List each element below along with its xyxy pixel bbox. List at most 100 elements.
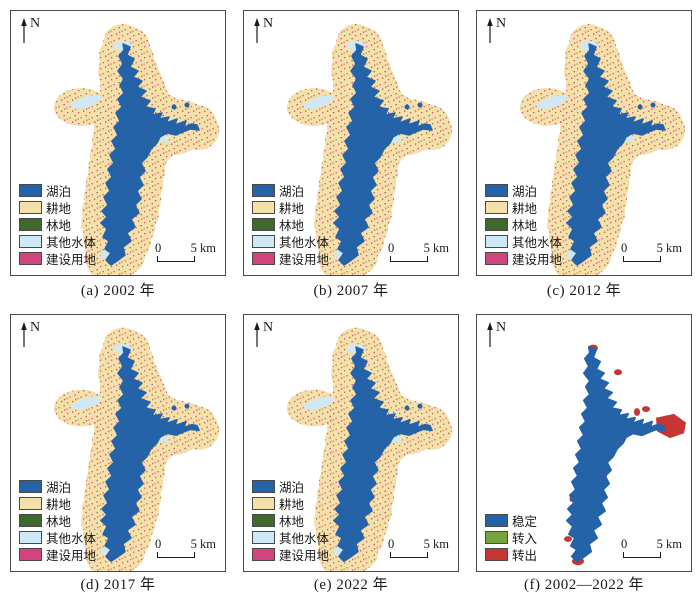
north-arrow: N xyxy=(253,320,274,348)
legend-swatch xyxy=(19,497,42,510)
legend-item: 耕地 xyxy=(19,199,96,216)
map-panel-2017: N 湖泊 耕地 林地 其他水体 建设用地 0 5 km (d) 2017 年 xyxy=(10,314,226,600)
legend-item: 其他水体 xyxy=(19,233,96,250)
legend-item: 建设用地 xyxy=(19,546,96,563)
legend-label: 耕地 xyxy=(279,202,305,216)
legend-2002: 湖泊 耕地 林地 其他水体 建设用地 xyxy=(19,182,96,267)
north-label: N xyxy=(30,320,41,335)
legend-item: 林地 xyxy=(19,512,96,529)
legend-item: 耕地 xyxy=(252,199,329,216)
legend-label: 耕地 xyxy=(46,202,72,216)
legend-item: 林地 xyxy=(19,216,96,233)
legend-item: 建设用地 xyxy=(485,250,562,267)
legend-swatch xyxy=(19,480,42,493)
legend-swatch xyxy=(19,252,42,265)
map-panel-change-2002-2022: N 稳定 转入 转出 0 5 km (f) 2002—2022 年 xyxy=(476,314,692,600)
north-label: N xyxy=(263,320,274,335)
legend-item: 建设用地 xyxy=(252,250,329,267)
legend-swatch xyxy=(252,497,275,510)
legend-label: 建设用地 xyxy=(512,253,563,267)
legend-label: 建设用地 xyxy=(279,253,330,267)
legend-swatch xyxy=(19,218,42,231)
legend-label: 湖泊 xyxy=(279,481,305,495)
scale-start: 0 xyxy=(621,537,628,551)
scale-bar: 0 5 km xyxy=(154,242,216,262)
scale-bar: 0 5 km xyxy=(387,538,449,558)
legend-swatch xyxy=(19,201,42,214)
legend-swatch xyxy=(252,252,275,265)
legend-item: 湖泊 xyxy=(485,182,562,199)
legend-label: 建设用地 xyxy=(46,549,97,563)
legend-swatch xyxy=(252,548,275,561)
north-arrow: N xyxy=(20,320,41,348)
scale-bar-line xyxy=(623,552,661,558)
legend-label: 其他水体 xyxy=(279,532,330,546)
scale-end: 5 km xyxy=(423,537,449,551)
legend-2007: 湖泊 耕地 林地 其他水体 建设用地 xyxy=(252,182,329,267)
legend-label: 建设用地 xyxy=(46,253,97,267)
scale-bar-line xyxy=(390,552,428,558)
map-panel-2007: N 湖泊 耕地 林地 其他水体 建设用地 0 5 km (b) 2007 年 xyxy=(243,10,459,306)
scale-bar-line xyxy=(157,552,195,558)
legend-label: 转出 xyxy=(512,549,538,563)
scale-end: 5 km xyxy=(656,241,682,255)
panel-caption: (b) 2007 年 xyxy=(313,283,389,299)
legend-swatch xyxy=(252,201,275,214)
legend-swatch xyxy=(19,184,42,197)
scale-start: 0 xyxy=(388,537,395,551)
map-frame-2017: N 湖泊 耕地 林地 其他水体 建设用地 0 5 km xyxy=(10,314,226,572)
legend-swatch xyxy=(19,548,42,561)
scale-start: 0 xyxy=(155,241,162,255)
legend-item: 转入 xyxy=(485,529,537,546)
panel-caption: (a) 2002 年 xyxy=(80,283,156,299)
figure-row-bottom: N 湖泊 耕地 林地 其他水体 建设用地 0 5 km (d) 2017 年 xyxy=(10,314,700,600)
legend-label: 其他水体 xyxy=(46,236,97,250)
scale-end: 5 km xyxy=(423,241,449,255)
legend-label: 林地 xyxy=(279,515,305,529)
panel-caption: (e) 2022 年 xyxy=(313,577,389,593)
legend-item: 耕地 xyxy=(19,495,96,512)
figure-sheet: N 湖泊 耕地 林地 其他水体 建设用地 0 5 km (a) 2002 年 xyxy=(10,10,700,600)
north-arrow: N xyxy=(253,17,273,44)
scale-bar-line xyxy=(623,256,661,262)
scale-bar-line xyxy=(390,256,428,262)
north-arrow-icon xyxy=(253,18,261,44)
legend-label: 其他水体 xyxy=(512,236,563,250)
legend-item: 湖泊 xyxy=(252,478,329,495)
scale-start: 0 xyxy=(621,241,628,255)
legend-label: 林地 xyxy=(512,219,538,233)
legend-swatch xyxy=(485,218,508,231)
legend-2022: 湖泊 耕地 林地 其他水体 建设用地 xyxy=(252,478,329,563)
map-frame-change: N 稳定 转入 转出 0 5 km xyxy=(476,314,692,572)
north-arrow-icon xyxy=(486,18,494,44)
legend-label: 耕地 xyxy=(279,498,305,512)
legend-item: 林地 xyxy=(252,512,329,529)
panel-caption: (d) 2017 年 xyxy=(80,577,156,593)
scale-bar: 0 5 km xyxy=(154,538,216,558)
scale-bar: 0 5 km xyxy=(387,242,449,262)
legend-swatch xyxy=(485,235,508,248)
legend-swatch xyxy=(485,531,508,544)
legend-swatch xyxy=(485,201,508,214)
map-frame-2007: N 湖泊 耕地 林地 其他水体 建设用地 0 5 km xyxy=(243,10,459,276)
legend-label: 转入 xyxy=(512,532,538,546)
map-frame-2012: N 湖泊 耕地 林地 其他水体 建设用地 0 5 km xyxy=(476,10,692,276)
legend-2012: 湖泊 耕地 林地 其他水体 建设用地 xyxy=(485,182,562,267)
legend-swatch xyxy=(252,514,275,527)
legend-label: 建设用地 xyxy=(279,549,330,563)
legend-item: 其他水体 xyxy=(485,233,562,250)
north-arrow: N xyxy=(486,17,506,44)
scale-start: 0 xyxy=(388,241,395,255)
legend-item: 耕地 xyxy=(485,199,562,216)
north-arrow-icon xyxy=(486,322,494,348)
map-panel-2022: N 湖泊 耕地 林地 其他水体 建设用地 0 5 km (e) 2022 年 xyxy=(243,314,459,600)
legend-item: 林地 xyxy=(485,216,562,233)
legend-2017: 湖泊 耕地 林地 其他水体 建设用地 xyxy=(19,478,96,563)
legend-swatch xyxy=(252,218,275,231)
legend-item: 林地 xyxy=(252,216,329,233)
legend-label: 林地 xyxy=(46,219,72,233)
legend-item: 湖泊 xyxy=(19,182,96,199)
legend-swatch xyxy=(252,184,275,197)
north-arrow: N xyxy=(486,321,506,348)
scale-bar-line xyxy=(157,256,195,262)
